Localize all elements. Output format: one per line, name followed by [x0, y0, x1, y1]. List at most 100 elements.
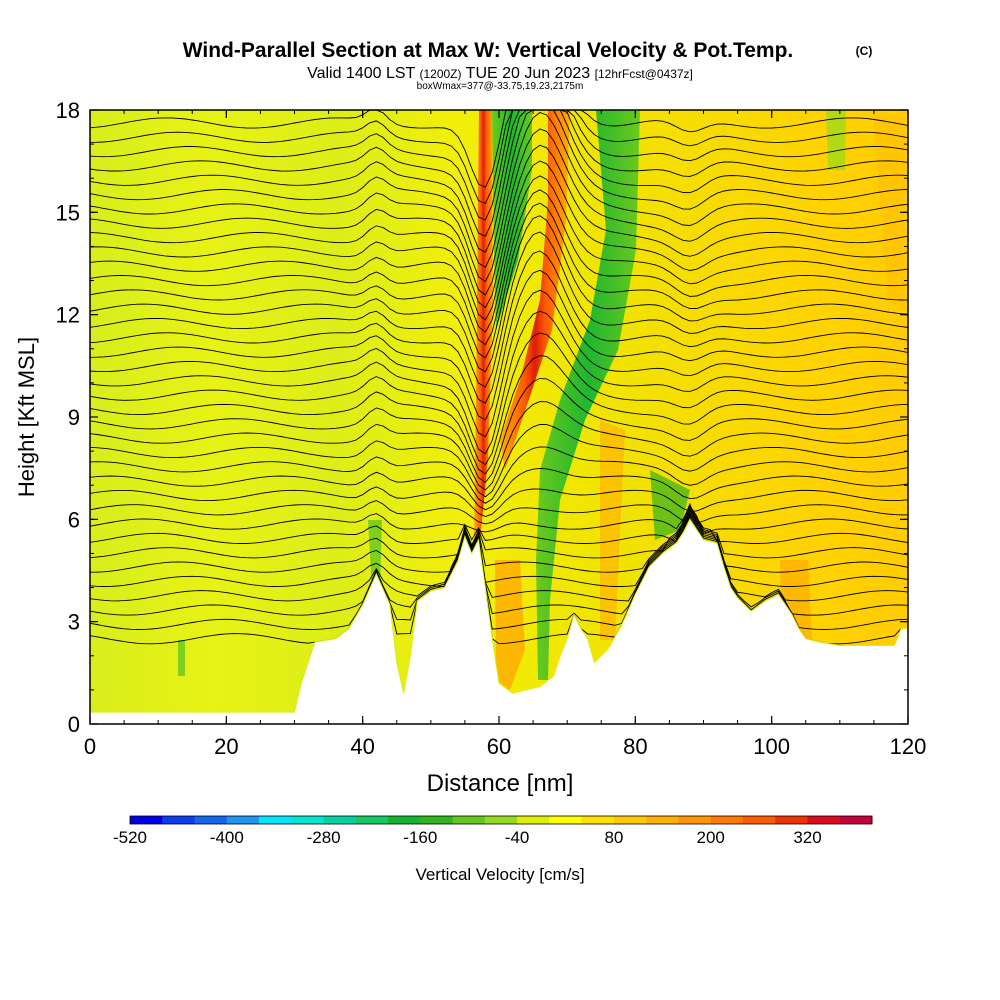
colorbar-swatch [549, 816, 583, 824]
x-tick-label: 60 [487, 734, 511, 759]
theta-contour-line [90, 144, 908, 309]
theta-contour-line [90, 355, 908, 475]
colorbar-swatch [452, 816, 486, 824]
y-tick-label: 3 [68, 610, 80, 635]
colorbar-tick-label: -40 [505, 828, 530, 847]
theta-contour-line [90, 310, 908, 455]
theta-contour-line [90, 506, 908, 544]
x-tick-label: 100 [753, 734, 790, 759]
band-green-left-low [178, 640, 185, 676]
colorbar-tick-label: -520 [113, 828, 147, 847]
chart-title: Wind-Parallel Section at Max W: Vertical… [183, 39, 794, 62]
theta-contour-line [90, 175, 908, 333]
theta-contour-line [90, 160, 908, 321]
theta-contour-line [90, 110, 908, 268]
colorbar-swatch [581, 816, 615, 824]
theta-contour-line [90, 269, 908, 421]
colorbar-swatch [130, 816, 163, 824]
theta-contour-line [90, 332, 908, 466]
subtitle-box: boxWmax=377@-33.75,19.23,2175m [417, 81, 584, 92]
y-tick-label: 0 [68, 712, 80, 737]
subtitle-utc: (1200Z) [419, 67, 461, 81]
y-tick-label: 9 [68, 405, 80, 430]
colorbar-swatch [775, 816, 808, 824]
theta-contour-line [90, 110, 908, 205]
colorbar-swatch [420, 816, 454, 824]
theta-contour-line [90, 110, 908, 237]
theta-contour-line [90, 250, 908, 404]
theta-contour-line [90, 128, 908, 296]
x-tick-label: 40 [350, 734, 374, 759]
colorbar-swatch [807, 816, 841, 824]
y-tick-label: 12 [56, 303, 80, 328]
colorbar-swatch [323, 816, 357, 824]
theta-contour-line [90, 401, 908, 491]
colorbar-swatch [646, 816, 679, 824]
y-tick-label: 18 [56, 98, 80, 123]
band-green-upper-right [826, 110, 846, 170]
terrain-edge-line [90, 518, 908, 713]
theta-contour-line [90, 424, 908, 498]
colorbar-swatch [259, 816, 292, 824]
theta-contour-line [90, 446, 908, 504]
colorbar-label: Vertical Velocity [cm/s] [415, 865, 584, 884]
copyright-mark: (C) [856, 44, 873, 58]
colorbar-tick-label: 200 [697, 828, 725, 847]
subtitle-date: TUE 20 Jun 2023 [466, 65, 591, 82]
theta-contour-line [90, 515, 908, 616]
x-axis: 0 20 40 60 80 100 120 [84, 110, 926, 759]
colorbar [129, 815, 873, 825]
theta-contour-line [90, 215, 908, 373]
subtitle-valid: Valid 1400 LST [307, 65, 415, 82]
colorbar-swatch [613, 816, 647, 824]
colorbar-swatch [517, 816, 550, 824]
band-orange-near-right [873, 115, 905, 310]
theta-contour-line [90, 511, 908, 587]
colorbar-swatch [484, 816, 518, 824]
band-warm-east [600, 420, 625, 640]
x-axis-label: Distance [nm] [427, 770, 574, 797]
theta-contour-line [90, 111, 908, 283]
colorbar-frame [129, 815, 873, 825]
colorbar-swatch [162, 816, 195, 824]
x-tick-label: 120 [890, 734, 927, 759]
theta-contour-line [90, 513, 908, 602]
colorbar-tick-label: -400 [210, 828, 244, 847]
theta-contour-line [90, 110, 908, 221]
theta-contour-line [90, 509, 908, 573]
colorbar-tick-label: 80 [604, 828, 623, 847]
y-tick-label: 6 [68, 507, 80, 532]
theta-contour-line [90, 110, 908, 253]
y-axis: 0 3 6 9 12 15 18 [56, 98, 908, 737]
band-green-east [650, 470, 690, 540]
colorbar-swatch [226, 816, 260, 824]
x-tick-label: 20 [214, 734, 238, 759]
y-tick-label: 15 [56, 200, 80, 225]
theta-contour-line [90, 110, 908, 188]
theta-contour-line [90, 202, 908, 359]
theta-contour-line [90, 377, 908, 484]
theta-contour-line [90, 289, 908, 438]
subtitle-fcst: [12hrFcst@0437z] [595, 67, 693, 81]
y-axis-label: Height [Kft MSL] [14, 337, 39, 497]
theta-contour-line [90, 504, 908, 534]
x-tick-label: 80 [623, 734, 647, 759]
x-tick-label: 0 [84, 734, 96, 759]
band-updraft-tilted [500, 110, 570, 470]
theta-contour-line [90, 231, 908, 388]
theta-contour-line [90, 189, 908, 346]
colorbar-swatch [710, 816, 744, 824]
colorbar-swatch [742, 816, 776, 824]
theta-contour-line [90, 486, 908, 517]
colorbar-swatch [194, 816, 228, 824]
colorbar-tick-label: -280 [307, 828, 341, 847]
colorbar-swatch [678, 816, 712, 824]
colorbar-swatch [291, 816, 324, 824]
theta-contour-line [90, 467, 908, 511]
colorbar-swatch [388, 816, 421, 824]
colorbar-swatch [839, 816, 873, 824]
colorbar-swatch [355, 816, 389, 824]
theta-contour-line [90, 508, 908, 559]
colorbar-tick-label: 320 [793, 828, 821, 847]
